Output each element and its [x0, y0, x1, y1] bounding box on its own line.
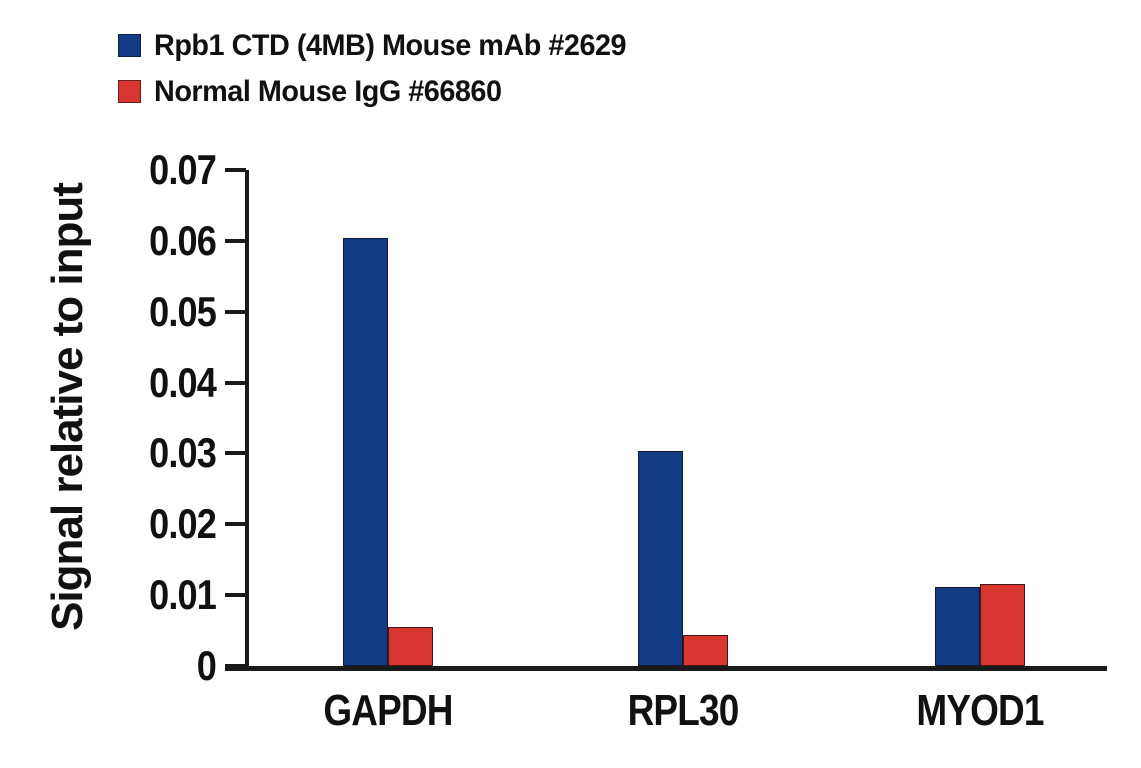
legend: Rpb1 CTD (4MB) Mouse mAb #2629 Normal Mou… [118, 29, 646, 126]
y-axis-tick [225, 451, 246, 456]
y-axis-tick [225, 664, 246, 668]
y-tick-label: 0.07 [149, 146, 217, 193]
bar-rpl30-igg [683, 634, 729, 666]
y-tick-label: 0 [196, 642, 217, 689]
red-square-swatch [118, 80, 141, 103]
y-axis-tick [225, 522, 246, 527]
y-axis-tick [225, 593, 246, 598]
blue-square-swatch [118, 34, 141, 57]
x-category-label: RPL30 [627, 686, 740, 735]
bar-myod1-rpb1-mab [935, 587, 981, 666]
y-axis-tick [225, 238, 246, 243]
y-tick-label: 0.04 [149, 358, 217, 406]
y-tick-label: 0.02 [149, 500, 217, 548]
legend-item: Normal Mouse IgG #66860 [118, 75, 646, 108]
bar-rpl30-rpb1-mab [638, 450, 684, 666]
y-tick-label: 0.06 [149, 216, 217, 264]
bar-gapdh-igg [387, 627, 433, 666]
x-axis-line [225, 666, 1107, 671]
y-axis-tick [225, 168, 246, 172]
y-axis-tick [225, 380, 246, 385]
legend-label: Normal Mouse IgG #66860 [154, 74, 502, 108]
y-tick-label: 0.03 [149, 429, 217, 477]
y-tick-label: 0.01 [149, 571, 217, 619]
legend-label: Rpb1 CTD (4MB) Mouse mAb #2629 [154, 28, 627, 62]
bar-gapdh-rpb1-mab [342, 238, 388, 666]
y-axis-tick [225, 309, 246, 314]
x-category-label: GAPDH [323, 686, 453, 735]
x-category-label: MYOD1 [916, 686, 1044, 735]
legend-item: Rpb1 CTD (4MB) Mouse mAb #2629 [118, 29, 646, 62]
y-tick-label: 0.05 [149, 287, 217, 335]
y-axis-line [245, 170, 249, 671]
bar-myod1-igg [980, 583, 1026, 666]
